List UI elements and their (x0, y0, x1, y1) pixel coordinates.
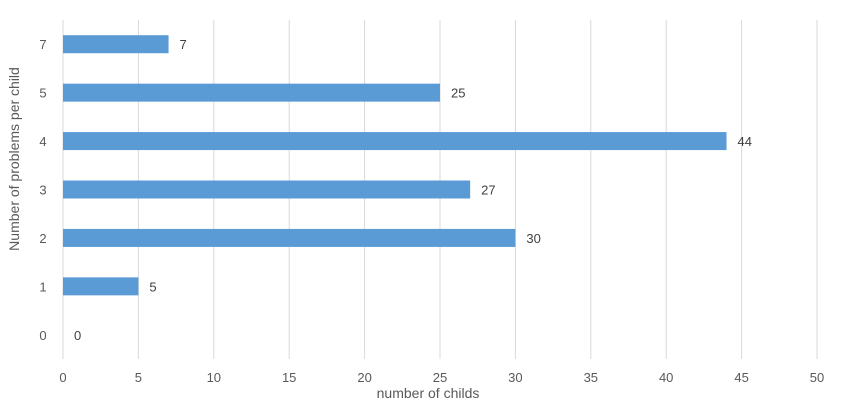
y-tick-label-2: 2 (39, 231, 46, 246)
x-tick-label: 5 (135, 370, 142, 385)
bar-4 (63, 132, 727, 151)
data-label-4: 44 (738, 134, 752, 149)
x-tick-label: 45 (734, 370, 748, 385)
y-axis-title: Number of problems per child (6, 67, 22, 251)
x-tick-label: 20 (357, 370, 371, 385)
bar-2 (63, 228, 516, 247)
y-tick-label-3: 3 (39, 183, 46, 198)
y-tick-labels: 0 1 2 3 4 5 7 (39, 37, 46, 343)
bar-3 (63, 180, 471, 199)
data-label-0: 0 (74, 328, 81, 343)
data-labels: 0 5 30 27 44 25 7 (74, 37, 752, 343)
x-tick-label: 30 (508, 370, 522, 385)
y-tick-label-1: 1 (39, 279, 46, 294)
data-label-5: 25 (451, 86, 465, 101)
x-tick-label: 15 (282, 370, 296, 385)
x-tick-label: 35 (584, 370, 598, 385)
x-tick-label: 50 (810, 370, 824, 385)
bar-1 (63, 277, 139, 296)
y-tick-label-4: 4 (39, 134, 46, 149)
bars (63, 35, 727, 296)
x-tick-label: 25 (433, 370, 447, 385)
x-tick-label: 10 (207, 370, 221, 385)
x-tick-label: 40 (659, 370, 673, 385)
x-tick-labels: 0 5 10 15 20 25 30 35 40 45 50 (59, 370, 824, 385)
data-label-2: 30 (526, 231, 540, 246)
data-label-7: 7 (180, 37, 187, 52)
data-label-3: 27 (481, 183, 495, 198)
x-tick-label: 0 (59, 370, 66, 385)
y-tick-label-5: 5 (39, 86, 46, 101)
x-axis-title: number of childs (377, 385, 480, 401)
data-label-1: 5 (149, 279, 156, 294)
bar-7 (63, 35, 169, 54)
y-tick-label-7: 7 (39, 37, 46, 52)
bar-5 (63, 83, 440, 102)
y-tick-label-0: 0 (39, 328, 46, 343)
